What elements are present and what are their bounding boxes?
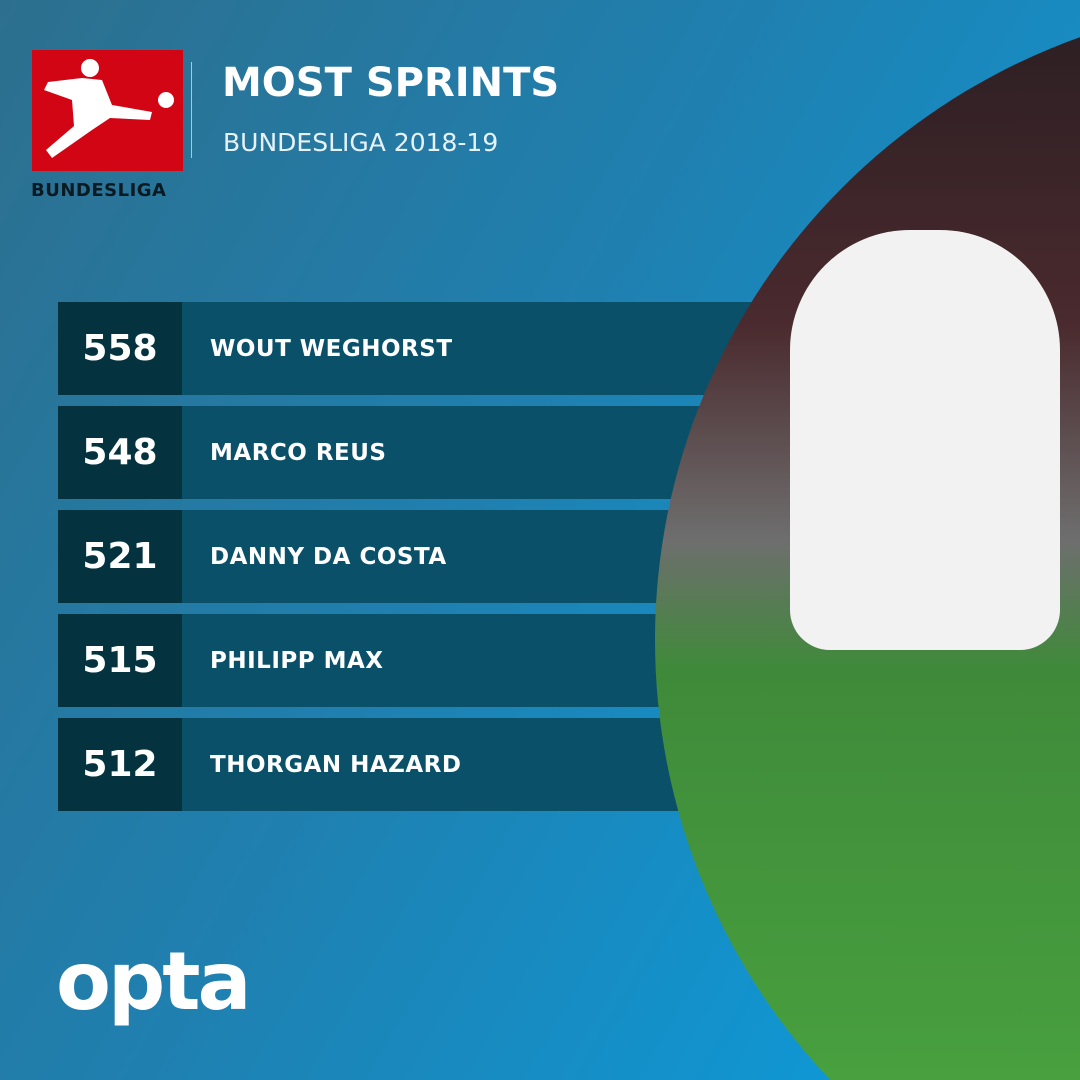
player-name: THORGAN HAZARD: [210, 751, 462, 778]
logo-text: BUNDESLIGA: [31, 180, 167, 201]
player-figure: [790, 230, 1060, 650]
player-name: PHILIPP MAX: [210, 647, 384, 674]
player-name: WOUT WEGHORST: [210, 335, 453, 362]
player-name: MARCO REUS: [210, 439, 387, 466]
player-silhouette-icon: [44, 59, 174, 158]
page-subtitle: BUNDESLIGA 2018-19: [223, 128, 499, 157]
opta-logo: opta: [56, 935, 251, 1028]
sprint-count: 521: [58, 510, 182, 603]
header-divider: [191, 62, 192, 158]
player-name: DANNY DA COSTA: [210, 543, 447, 570]
sprint-count: 515: [58, 614, 182, 707]
sprint-count: 558: [58, 302, 182, 395]
page-title: MOST SPRINTS: [222, 60, 560, 106]
sprint-count: 548: [58, 406, 182, 499]
sprint-count: 512: [58, 718, 182, 811]
bundesliga-logo: [32, 50, 183, 171]
